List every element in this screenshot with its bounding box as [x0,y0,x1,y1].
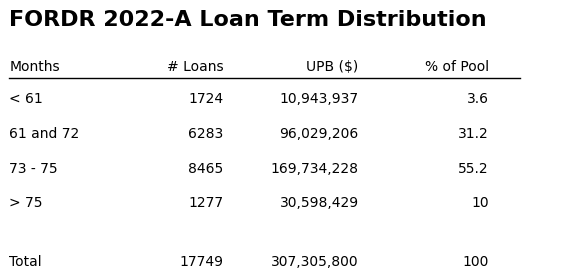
Text: 55.2: 55.2 [458,161,489,176]
Text: 1277: 1277 [188,196,223,211]
Text: 61 and 72: 61 and 72 [9,127,80,141]
Text: 31.2: 31.2 [458,127,489,141]
Text: 6283: 6283 [188,127,223,141]
Text: 96,029,206: 96,029,206 [279,127,359,141]
Text: 30,598,429: 30,598,429 [279,196,359,211]
Text: UPB ($): UPB ($) [307,60,359,74]
Text: 17749: 17749 [179,255,223,269]
Text: FORDR 2022-A Loan Term Distribution: FORDR 2022-A Loan Term Distribution [9,10,487,30]
Text: 100: 100 [463,255,489,269]
Text: 10: 10 [471,196,489,211]
Text: 307,305,800: 307,305,800 [271,255,359,269]
Text: 1724: 1724 [188,92,223,106]
Text: 3.6: 3.6 [467,92,489,106]
Text: 169,734,228: 169,734,228 [271,161,359,176]
Text: > 75: > 75 [9,196,43,211]
Text: 73 - 75: 73 - 75 [9,161,58,176]
Text: % of Pool: % of Pool [425,60,489,74]
Text: 10,943,937: 10,943,937 [279,92,359,106]
Text: Total: Total [9,255,42,269]
Text: # Loans: # Loans [166,60,223,74]
Text: 8465: 8465 [188,161,223,176]
Text: Months: Months [9,60,60,74]
Text: < 61: < 61 [9,92,43,106]
